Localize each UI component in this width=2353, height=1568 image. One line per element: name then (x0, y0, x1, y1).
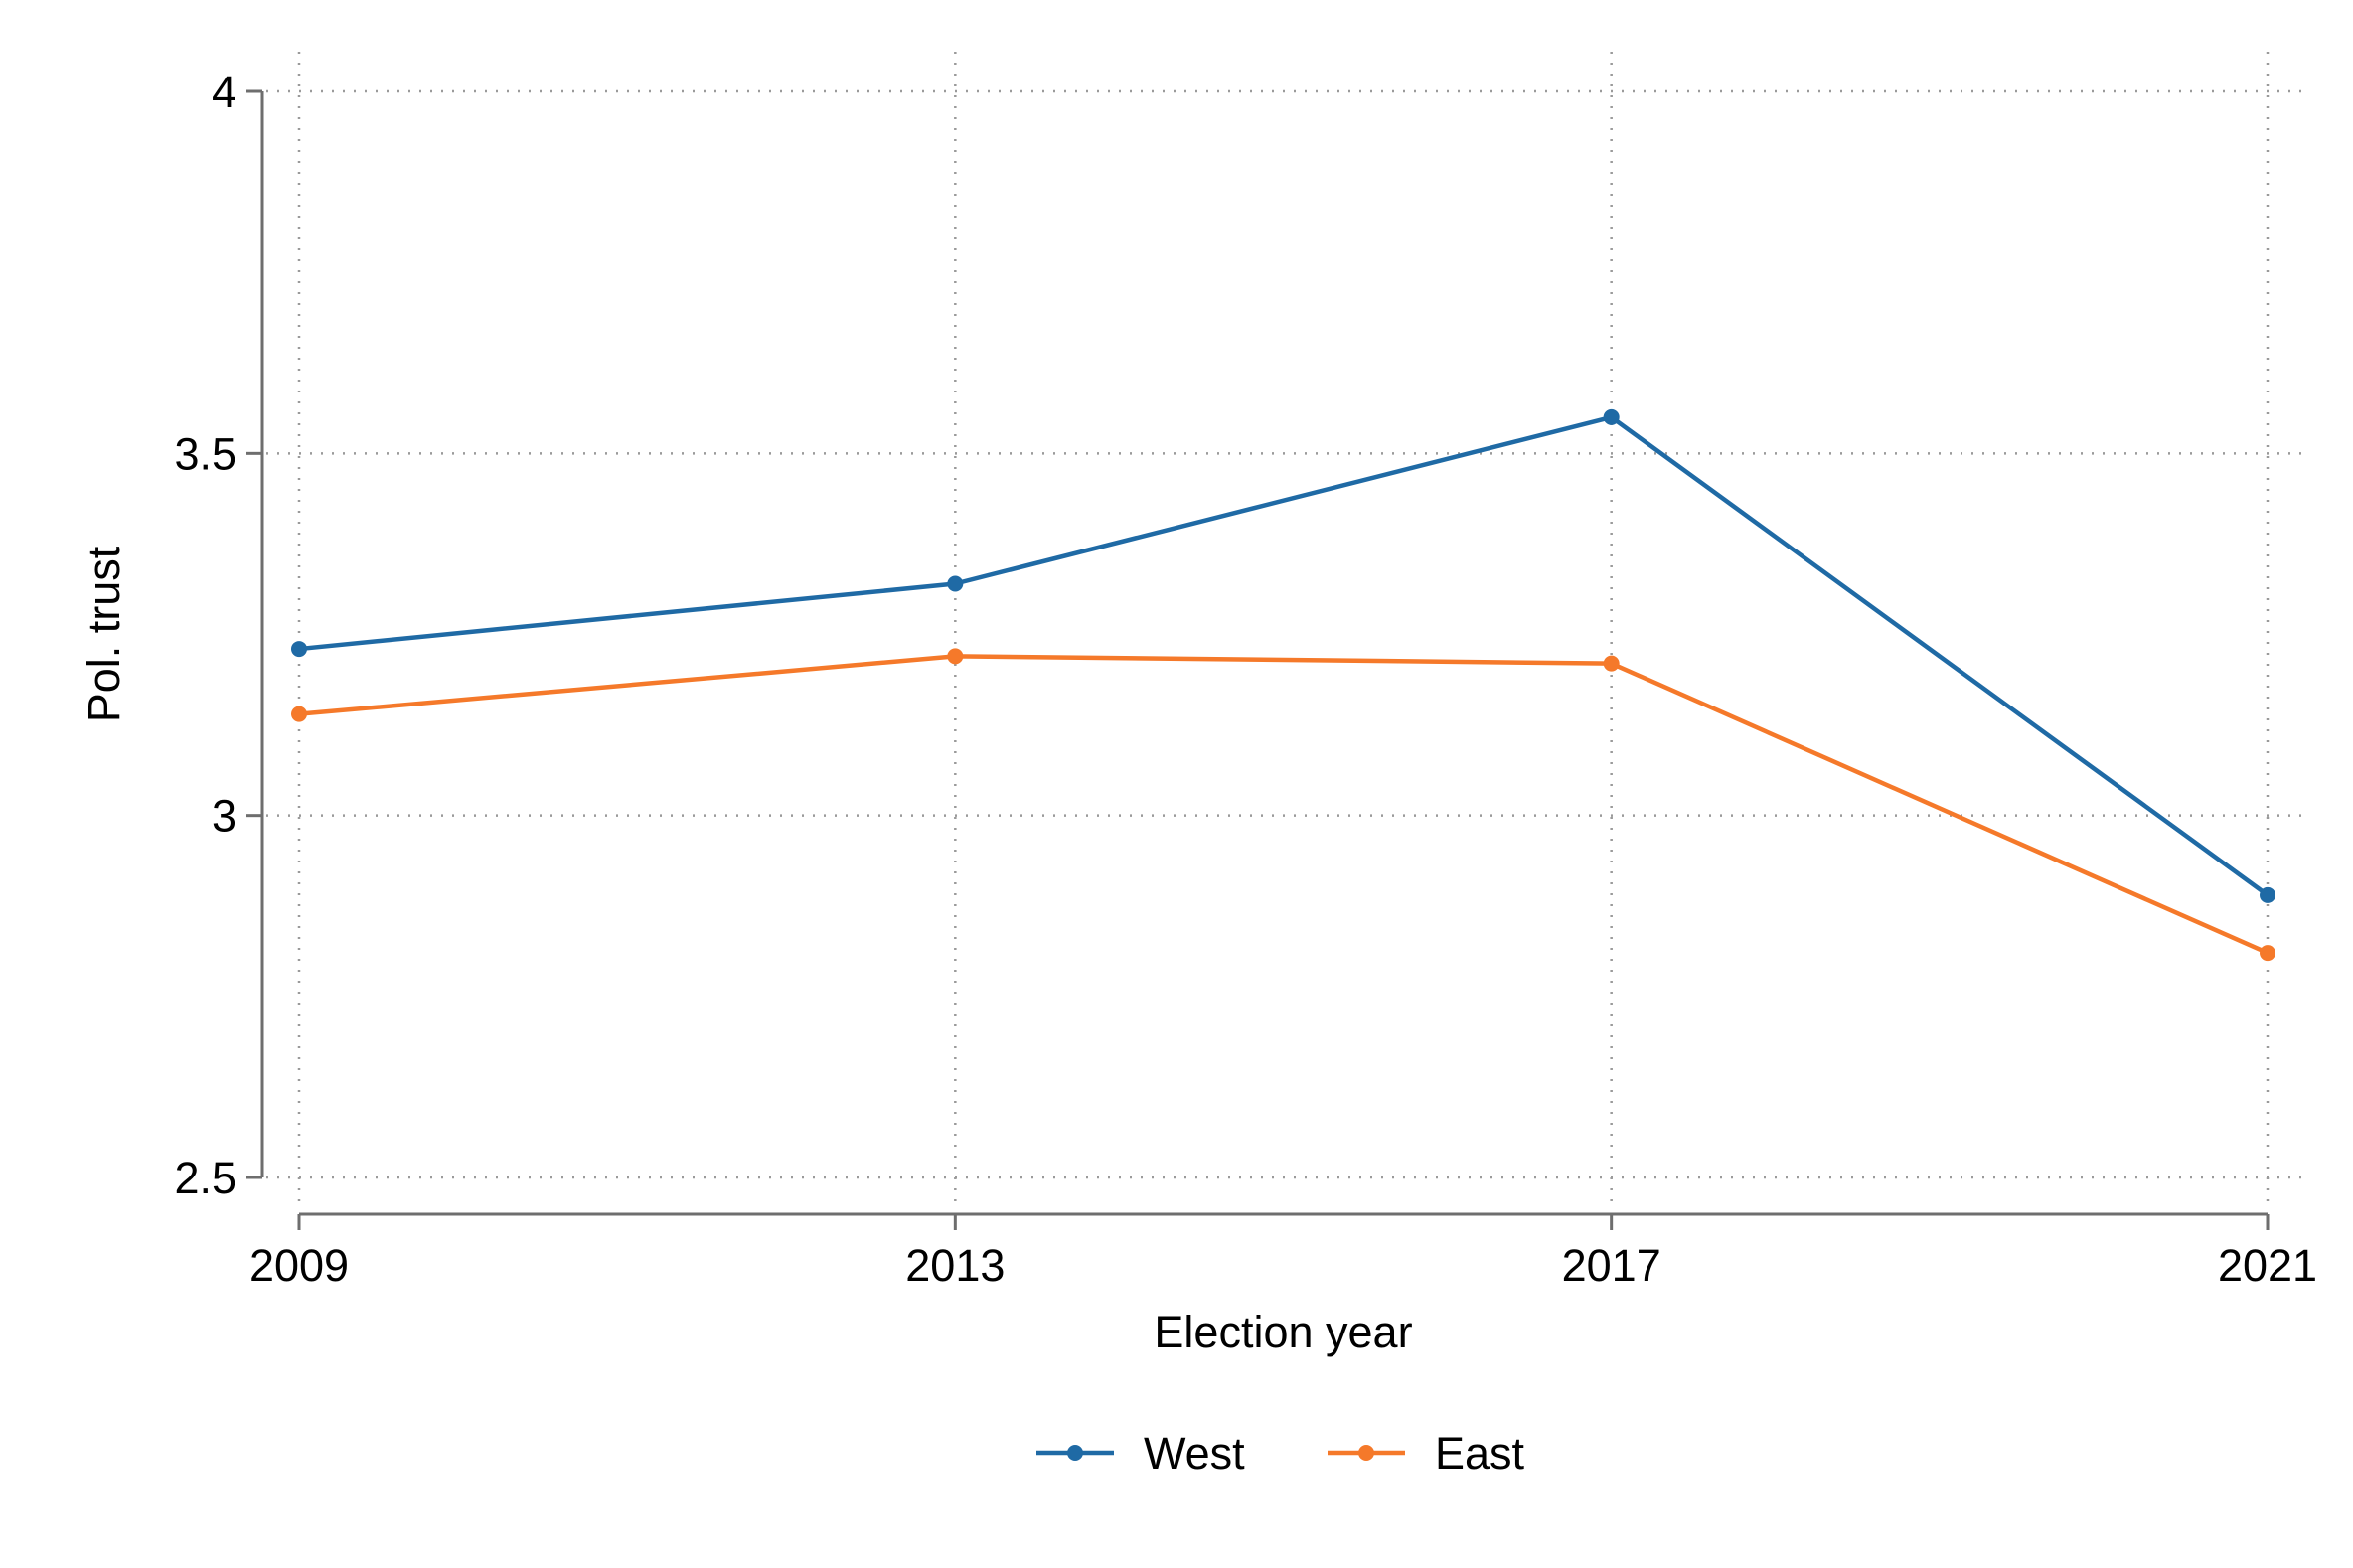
data-point (2260, 886, 2275, 903)
legend-swatch-marker (1358, 1445, 1374, 1461)
x-tick-label: 2013 (905, 1240, 1005, 1291)
series-west (291, 408, 2275, 903)
data-point (947, 575, 964, 592)
data-point (291, 706, 307, 722)
y-axis-title: Pol. trust (78, 546, 129, 722)
y-axis-ticks: 2.5 3 3.5 4 (174, 67, 262, 1203)
legend-item-east: East (1328, 1428, 1525, 1479)
x-axis-title: Election year (1154, 1307, 1412, 1357)
x-tick-label: 2009 (249, 1240, 349, 1291)
series-east (291, 648, 2275, 962)
y-tick-label: 3 (212, 791, 236, 842)
y-tick-label: 4 (212, 67, 236, 117)
legend-swatch-marker (1067, 1445, 1083, 1461)
data-point (1603, 655, 1620, 672)
x-tick-label: 2021 (2218, 1240, 2317, 1291)
x-axis-ticks: 2009 2013 2017 2021 (249, 1214, 2317, 1291)
series-line-east (298, 654, 2269, 956)
series-line-west (298, 414, 2270, 897)
data-point (947, 648, 964, 665)
y-tick-label: 3.5 (174, 428, 236, 479)
legend-item-west: West (1036, 1428, 1245, 1479)
legend-label: West (1144, 1428, 1245, 1479)
data-point (2260, 945, 2275, 962)
series-layer (291, 408, 2275, 962)
x-tick-label: 2017 (1562, 1240, 1661, 1291)
data-point (1603, 408, 1620, 425)
y-tick-label: 2.5 (174, 1153, 236, 1203)
legend-label: East (1435, 1428, 1525, 1479)
data-point (291, 641, 307, 658)
gridlines (266, 52, 2307, 1210)
legend: West East (1036, 1428, 1525, 1479)
